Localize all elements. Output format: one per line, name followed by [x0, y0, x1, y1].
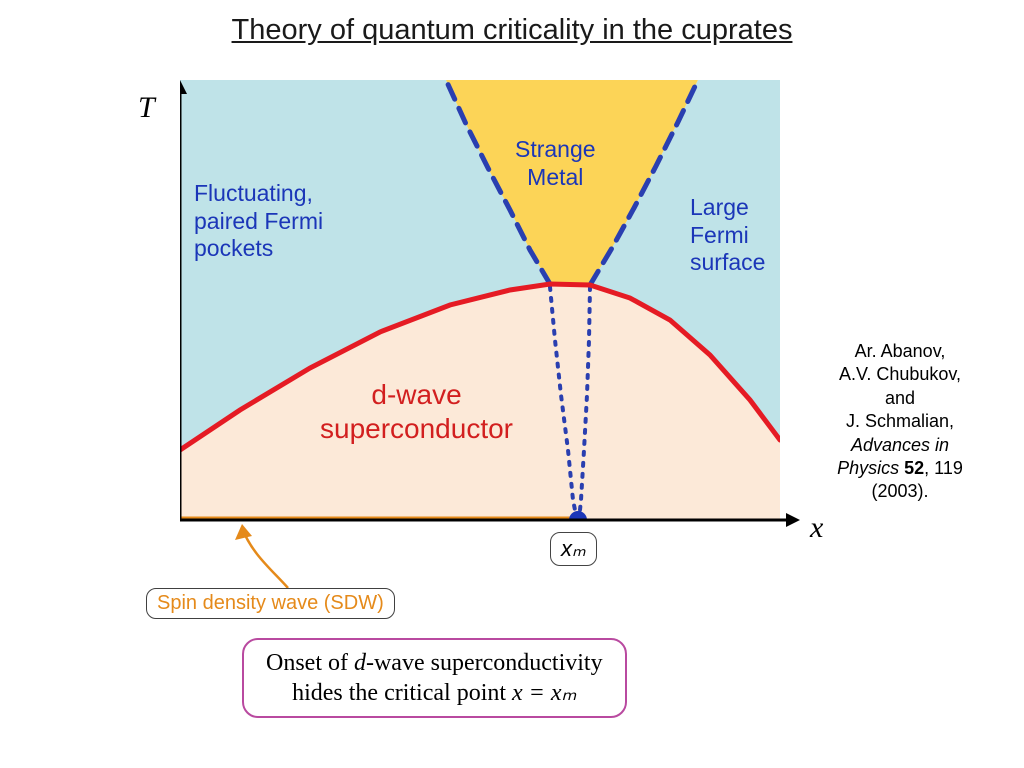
text-line: pockets [194, 235, 273, 261]
text-line: Ar. Abanov, [855, 341, 946, 361]
text-span: Physics [837, 458, 899, 478]
label-large-fermi: Large Fermi surface [690, 194, 765, 277]
text-line: and [885, 388, 915, 408]
slide-title: Theory of quantum criticality in the cup… [0, 14, 1024, 47]
text-line: Strange [515, 136, 596, 162]
text-line: Advances in [851, 435, 949, 455]
text-line: surface [690, 249, 765, 275]
text-line: superconductor [320, 413, 513, 444]
phase-diagram-stage: T x Fluctuating, paired Fermi pockets St… [120, 60, 840, 700]
text-line: d-wave [371, 379, 461, 410]
label-fluctuating: Fluctuating, paired Fermi pockets [194, 180, 323, 263]
text-line: A.V. Chubukov, [839, 364, 961, 384]
onset-caption-box: Onset of d-wave superconductivity hides … [242, 638, 627, 718]
y-axis-label: T [138, 90, 155, 126]
text-span: 52 [904, 458, 924, 478]
text-line: (2003). [871, 481, 928, 501]
sdw-label-box: Spin density wave (SDW) [146, 588, 395, 619]
xm-label-box: xₘ [550, 532, 597, 566]
text-line: Fluctuating, [194, 180, 313, 206]
text-line: paired Fermi [194, 208, 323, 234]
text-line: Metal [527, 164, 583, 190]
citation-block: Ar. Abanov, A.V. Chubukov, and J. Schmal… [820, 340, 980, 504]
x-axis-label: x [810, 510, 823, 546]
text-line: J. Schmalian, [846, 411, 954, 431]
text-span: Onset of [266, 650, 354, 676]
text-span: -wave superconductivity [366, 650, 603, 676]
phase-diagram-plot [180, 80, 780, 520]
label-dwave: d-wave superconductor [320, 378, 513, 445]
text-span: hides the critical point [292, 680, 512, 706]
text-line: Fermi [690, 222, 749, 248]
text-span: , 119 [924, 458, 963, 478]
text-span: d [354, 650, 366, 676]
text-span: x = xₘ [512, 680, 576, 706]
text-line: Large [690, 194, 749, 220]
label-strange-metal: Strange Metal [515, 136, 596, 191]
